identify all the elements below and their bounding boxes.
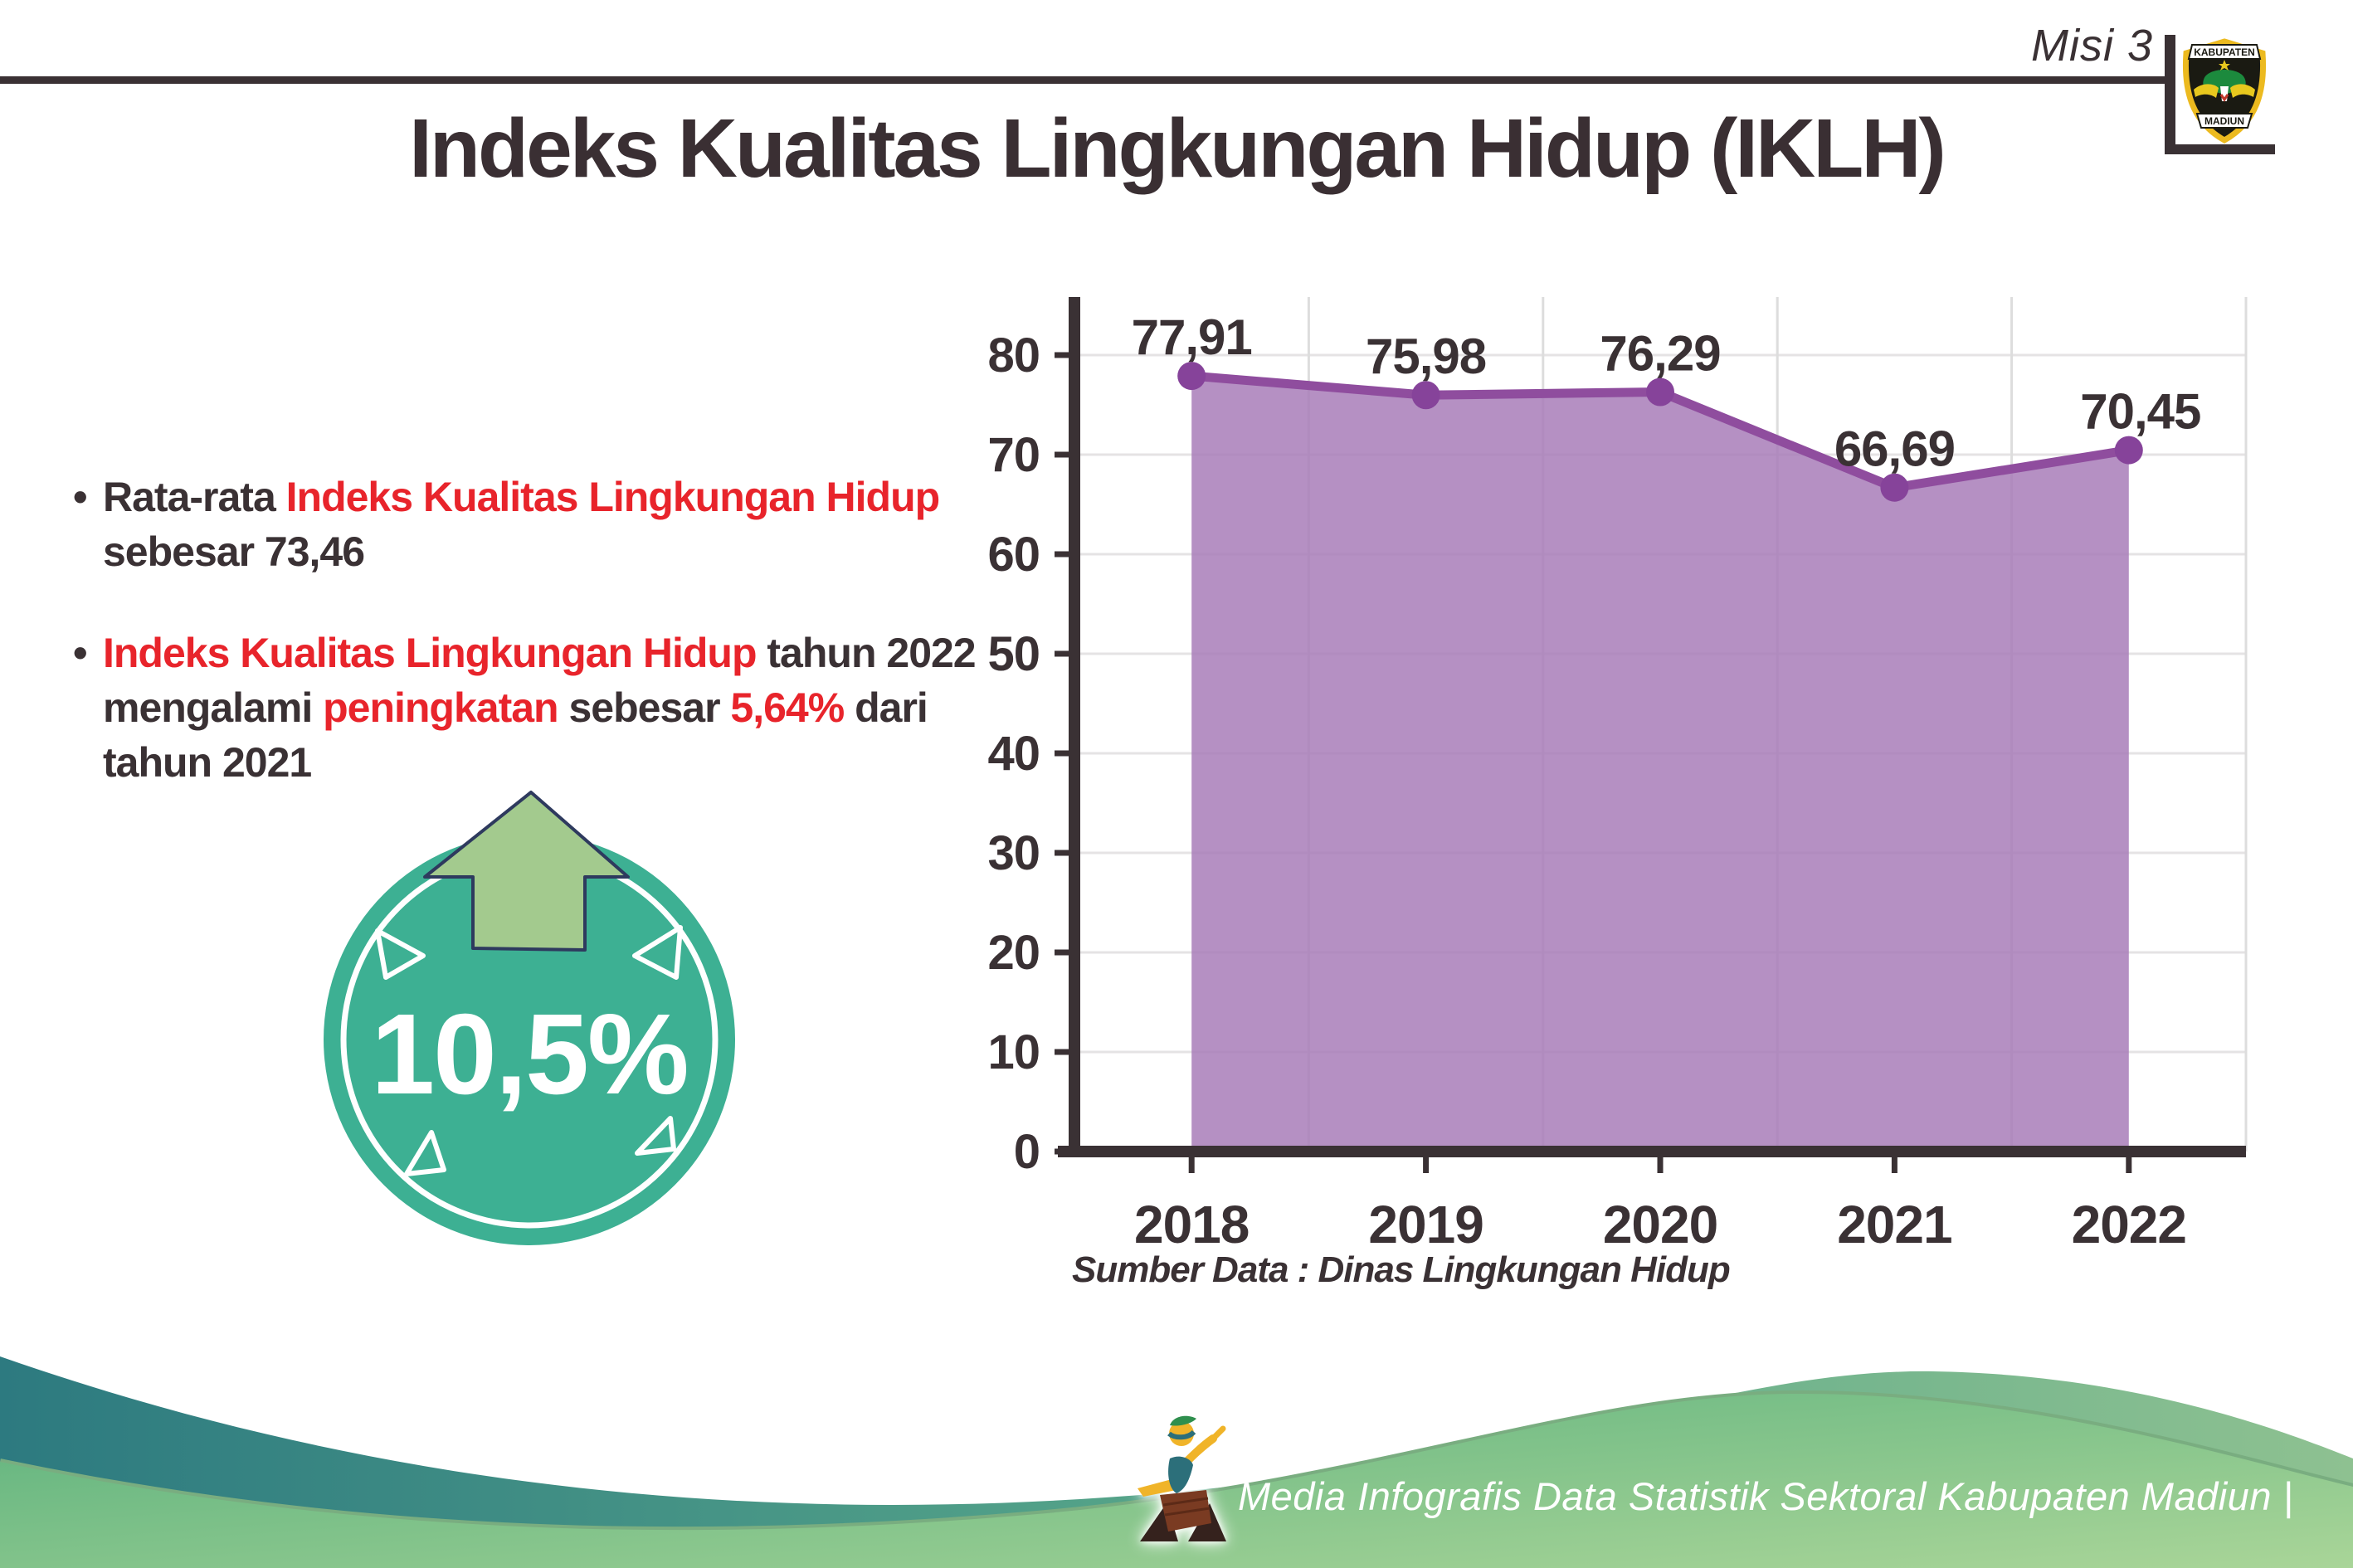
mascot-arm-left xyxy=(1138,1478,1176,1497)
text-run: tahun 2022 mengalami xyxy=(103,630,977,731)
bullet-marker: • xyxy=(73,474,87,520)
corner-bracket-vertical xyxy=(2165,35,2175,154)
mascot-torso xyxy=(1168,1456,1193,1493)
footer-wave xyxy=(0,1356,2353,1568)
bullet-marker: • xyxy=(73,630,87,676)
mascot-hand xyxy=(1210,1425,1226,1442)
svg-text:2022: 2022 xyxy=(2072,1195,2186,1254)
svg-text:20: 20 xyxy=(987,926,1040,980)
mission-label: Misi 3 xyxy=(2031,21,2154,71)
bullet-list: • Rata-rata Indeks Kualitas Lingkungan H… xyxy=(73,470,1006,836)
mascot-head xyxy=(1169,1421,1194,1446)
mascot-mask-band xyxy=(1167,1429,1196,1440)
svg-text:50: 50 xyxy=(987,627,1040,681)
svg-text:80: 80 xyxy=(987,329,1040,382)
svg-text:0: 0 xyxy=(1014,1125,1040,1179)
text-run: sebesar xyxy=(558,684,731,731)
svg-text:70,45: 70,45 xyxy=(2080,384,2200,440)
spark-triangle-icon xyxy=(404,1130,446,1176)
dancer-mascot-icon xyxy=(1138,1415,1226,1541)
footer-caption: Media Infografis Data Statistik Sektoral… xyxy=(1238,1474,2294,1518)
text-run: peningkatan xyxy=(323,684,558,731)
spark-triangle-icon xyxy=(632,925,683,980)
svg-text:2018: 2018 xyxy=(1134,1195,1249,1254)
corner-bracket-horizontal xyxy=(2165,144,2275,154)
left-wing-icon xyxy=(2194,84,2219,98)
inner-ornament xyxy=(2219,94,2229,102)
svg-text:60: 60 xyxy=(987,528,1040,582)
svg-text:70: 70 xyxy=(987,428,1040,482)
bullet-text: Indeks Kualitas Lingkungan Hidup tahun 2… xyxy=(103,630,977,786)
top-banner-label: KABUPATEN xyxy=(2194,46,2255,58)
mascot-sarong-pattern xyxy=(1162,1497,1209,1507)
bottom-banner xyxy=(2195,113,2253,129)
badge-value: 10,5% xyxy=(371,991,687,1118)
kabupaten-madiun-emblem-icon: KABUPATEN MADIUN xyxy=(2182,38,2267,144)
text-run: Indeks Kualitas Lingkungan Hidup xyxy=(103,630,758,676)
text-run: 5,64% xyxy=(730,684,845,731)
svg-text:66,69: 66,69 xyxy=(1834,421,1955,477)
top-banner xyxy=(2187,44,2262,60)
text-run: dari tahun 2021 xyxy=(103,684,928,786)
right-wing-icon xyxy=(2230,84,2255,98)
source-note: Sumber Data : Dinas Lingkungan Hidup xyxy=(1072,1249,1731,1290)
svg-text:30: 30 xyxy=(987,826,1040,880)
arrow-up-icon xyxy=(423,791,630,952)
svg-text:75,98: 75,98 xyxy=(1366,329,1486,384)
bullet-item-increase: • Indeks Kualitas Lingkungan Hidup tahun… xyxy=(73,626,1006,790)
svg-text:2020: 2020 xyxy=(1603,1195,1717,1254)
svg-text:76,29: 76,29 xyxy=(1600,326,1720,382)
text-run: Rata-rata xyxy=(103,474,286,520)
bottom-banner-label: MADIUN xyxy=(2204,115,2244,127)
header-rule xyxy=(0,76,2167,84)
chart-content: 0 10 20 30 40 50 60 70 80 2018 2019 2020 2021 2022 77,… xyxy=(987,297,2248,1254)
text-run: Indeks Kualitas Lingkungan Hidup xyxy=(285,474,941,520)
spark-triangle-icon xyxy=(375,928,426,980)
bullet-text: Rata-rata Indeks Kualitas Lingkungan Hid… xyxy=(103,474,941,575)
wave-green xyxy=(0,1393,2353,1568)
svg-text:10: 10 xyxy=(987,1025,1040,1079)
svg-text:40: 40 xyxy=(987,727,1040,781)
spark-triangle-icon xyxy=(635,1116,676,1156)
svg-text:2021: 2021 xyxy=(1837,1195,1951,1254)
bullet-item-average: • Rata-rata Indeks Kualitas Lingkungan H… xyxy=(73,470,1006,579)
mascot-leaf-hat xyxy=(1170,1415,1196,1426)
star-icon xyxy=(2219,60,2230,71)
svg-text:77,91: 77,91 xyxy=(1132,309,1252,365)
svg-text:2019: 2019 xyxy=(1368,1195,1483,1254)
percent-increase-badge: 10,5% xyxy=(324,791,735,1245)
text-run: sebesar 73,46 xyxy=(103,528,365,575)
mascot-sarong-pattern xyxy=(1164,1507,1211,1517)
iklh-area-chart: 0 10 20 30 40 50 60 70 80 2018 2019 2020 2021 2022 77,… xyxy=(987,297,2248,1254)
page-title: Indeks Kualitas Lingkungan Hidup (IKLH) xyxy=(409,102,1946,195)
